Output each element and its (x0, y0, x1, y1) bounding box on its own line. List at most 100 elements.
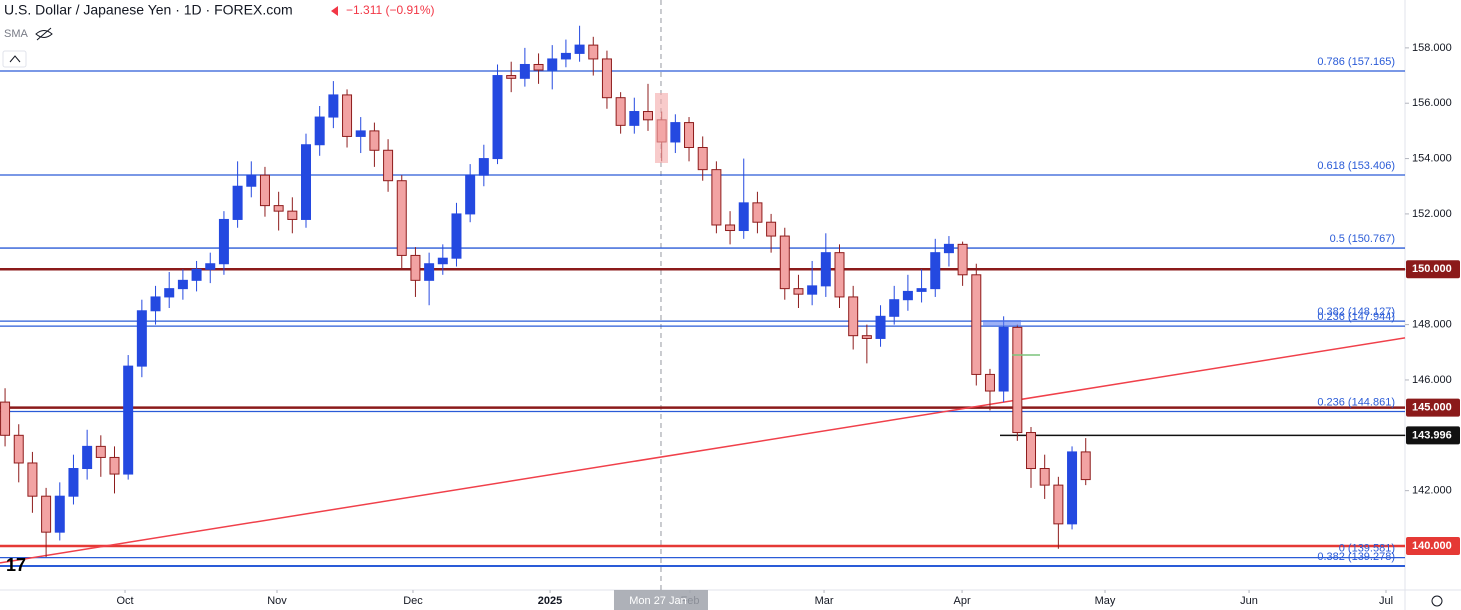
candle-body (246, 174, 257, 187)
level-tag (1406, 426, 1460, 445)
candle-body (54, 495, 65, 533)
candle-body (793, 288, 804, 295)
collapse-icon (9, 55, 21, 63)
candle-body (642, 111, 653, 121)
y-tick-label: 146.000 (1412, 374, 1452, 386)
y-tick-label: 152.000 (1412, 208, 1452, 220)
level-label: 143.996 (1412, 429, 1452, 441)
candle-body (957, 243, 968, 276)
candle-body (369, 130, 380, 151)
candle-body (615, 97, 626, 126)
candle-body (68, 468, 79, 497)
candle-body (136, 310, 147, 367)
candle-body (383, 149, 394, 182)
highlight-box (983, 320, 1021, 326)
candle-body (725, 224, 736, 232)
x-tick-label: Nov (267, 595, 287, 607)
level-label: 145.000 (1412, 402, 1452, 414)
level-tag (1406, 398, 1460, 417)
candle-body (437, 257, 448, 265)
candle-body (13, 434, 24, 464)
candle-body (519, 63, 530, 79)
candle-body (916, 288, 927, 292)
candle-body (27, 462, 38, 497)
indicator-label[interactable]: SMA (4, 28, 29, 40)
fib-label: 0.786 (157.165) (1317, 56, 1395, 68)
visibility-icon[interactable] (35, 27, 53, 41)
crosshair-label: Mon 27 Jan (629, 595, 686, 607)
y-tick-label: 154.000 (1412, 152, 1452, 164)
collapse-button[interactable] (2, 50, 27, 68)
change-icon (331, 6, 338, 16)
candle-body (1067, 451, 1078, 525)
x-tick-label: 2025 (538, 595, 562, 607)
candle-body (807, 285, 818, 295)
candle-body (902, 290, 913, 301)
fib-label: 0.382 (139.278) (1317, 551, 1395, 563)
x-tick-label: Mar (815, 595, 834, 607)
candle-body (109, 456, 120, 475)
fib-label: 0.382 (148.127) (1317, 306, 1395, 318)
candle-body (342, 94, 353, 137)
candle-body (848, 296, 859, 337)
candle-body (1012, 326, 1023, 434)
candle-body (287, 210, 298, 220)
trendline (0, 337, 1406, 564)
candle-body (314, 116, 325, 146)
candle-body (232, 185, 243, 220)
candle-body (1080, 451, 1091, 481)
candle-body (396, 180, 407, 256)
candle-body (738, 202, 749, 232)
candle-body (41, 495, 52, 533)
candle-body (177, 279, 188, 290)
candle-body (711, 169, 722, 226)
candle-body (779, 235, 790, 290)
candle-body (205, 263, 216, 270)
x-tick-label: Jul (1379, 595, 1393, 607)
candle-body (1039, 468, 1050, 486)
x-tick-label: May (1095, 595, 1116, 607)
level-label: 150.000 (1412, 263, 1452, 275)
candle-body (670, 122, 681, 143)
candle-body (547, 58, 558, 71)
candle-body (766, 221, 777, 237)
fib-label: 0.236 (147.944) (1317, 311, 1395, 323)
fib-label: 0.618 (153.406) (1317, 160, 1395, 172)
candle-body (355, 130, 366, 137)
candle-body (191, 268, 202, 281)
candle-body (259, 174, 270, 207)
level-tag (1406, 536, 1460, 555)
candle-body (697, 147, 708, 171)
level-label: 140.000 (1412, 540, 1452, 552)
fib-label: 0.236 (144.861) (1317, 396, 1395, 408)
candle-body (533, 63, 544, 71)
candle-body (95, 445, 106, 458)
candle-body (943, 243, 954, 254)
y-tick-label: 158.000 (1412, 42, 1452, 54)
settings-icon[interactable] (1431, 595, 1443, 607)
highlight-box (655, 93, 668, 163)
candle-body (301, 144, 312, 220)
candle-body (574, 44, 585, 54)
candle-body (984, 373, 995, 392)
y-tick-label: 156.000 (1412, 97, 1452, 109)
candle-body (834, 252, 845, 298)
level-tag (1406, 260, 1460, 279)
candle-body (328, 94, 339, 118)
candle-body (492, 75, 503, 160)
candle-body (82, 445, 93, 470)
symbol-title[interactable]: U.S. Dollar / Japanese Yen · 1D · FOREX.… (4, 2, 293, 18)
candle-body (601, 58, 612, 99)
candle-body (424, 263, 435, 281)
candle-body (506, 75, 517, 79)
candle-body (889, 299, 900, 317)
tv-logo: 17 (6, 555, 26, 575)
candle-body (150, 296, 161, 312)
fib-label: 0 (139.581) (1339, 543, 1395, 555)
candle-body (218, 218, 229, 265)
candle-body (588, 44, 599, 60)
candle-body (998, 326, 1009, 392)
x-tick-label: Jun (1240, 595, 1258, 607)
